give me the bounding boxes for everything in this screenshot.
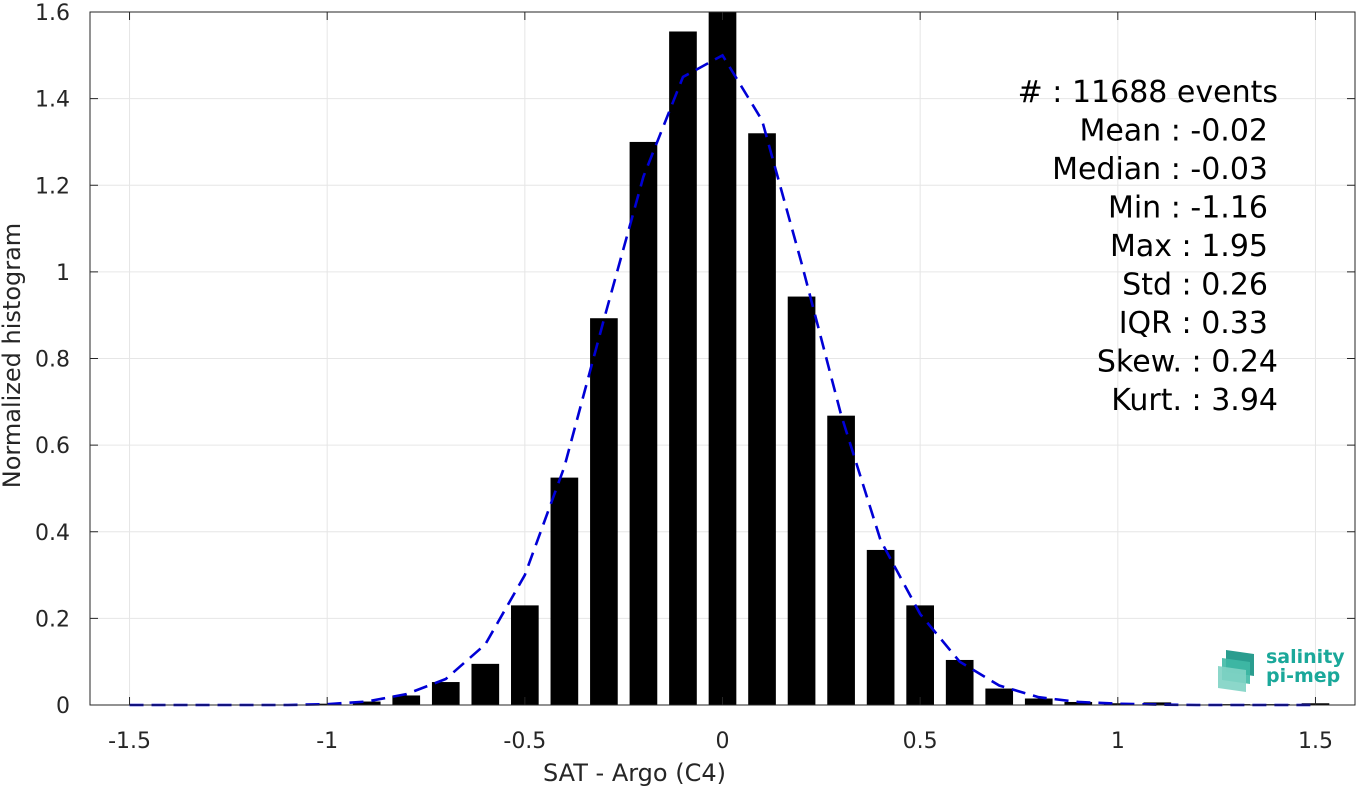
x-tick-label: -0.5 (503, 729, 546, 754)
axis-ticks (90, 11, 1355, 706)
y-axis-label: Normalized histogram (0, 223, 26, 488)
histogram-bar (906, 605, 934, 705)
stat-line: # : 11688 events (1018, 75, 1278, 110)
x-tick-label: 1 (1111, 729, 1125, 754)
x-tick-label: 0.5 (903, 729, 938, 754)
y-tick-label: 0.8 (35, 348, 70, 373)
y-tick-label: 1.6 (35, 1, 70, 26)
stat-line: Skew. : 0.24 (1097, 345, 1278, 380)
histogram-bars (313, 12, 1330, 706)
stat-line: Kurt. : 3.94 (1111, 383, 1278, 418)
histogram-bar (590, 318, 618, 705)
histogram-bar (1064, 701, 1093, 705)
histogram-bar (629, 141, 658, 705)
histogram-bar (748, 133, 776, 705)
histogram-bar (392, 695, 421, 705)
x-tick-label: -1 (316, 729, 338, 754)
fit-curve (129, 53, 1316, 707)
stat-line: Max : 1.95 (1110, 229, 1268, 264)
x-tick-label: 0 (716, 729, 730, 754)
histogram-bar (471, 663, 500, 705)
histogram-bar (511, 605, 539, 705)
waves-icon (1218, 650, 1254, 692)
stat-line: Min : -1.16 (1108, 191, 1268, 226)
y-tick-label: 0.4 (35, 521, 70, 546)
x-tick-label: -1.5 (108, 729, 151, 754)
histogram-bar (1024, 698, 1053, 705)
y-tick-label: 1.4 (35, 88, 70, 113)
histogram-bar (827, 415, 855, 705)
x-tick-labels: -1.5 -1 -0.5 0 0.5 1 1.5 (108, 729, 1333, 754)
salinity-pi-mep-logo: salinity pi-mep (1214, 646, 1345, 696)
histogram-bar (708, 12, 737, 705)
y-tick-label: 0.2 (35, 607, 70, 632)
y-tick-label: 1.2 (35, 174, 70, 199)
stat-line: Median : -0.03 (1052, 152, 1268, 187)
histogram-bar (431, 682, 460, 705)
histogram-bar (352, 701, 381, 705)
x-axis-label: SAT - Argo (C4) (543, 759, 726, 787)
y-tick-label: 0 (56, 694, 70, 719)
y-tick-label: 1 (56, 261, 70, 286)
logo-line2: pi-mep (1266, 665, 1341, 687)
stat-line: Mean : -0.02 (1079, 114, 1268, 149)
histogram-bar (985, 688, 1014, 705)
y-tick-label: 0.6 (35, 434, 70, 459)
histogram-bar (945, 659, 974, 705)
x-tick-label: 1.5 (1298, 729, 1333, 754)
histogram-bar (787, 296, 816, 705)
histogram-bar (550, 477, 579, 705)
stat-line: Std : 0.26 (1122, 268, 1268, 303)
stat-line: IQR : 0.33 (1119, 306, 1268, 341)
histogram-bar (1143, 702, 1172, 705)
histogram-bar (866, 549, 895, 705)
histogram-bar (669, 31, 697, 706)
logo-line1: salinity (1266, 646, 1345, 668)
y-tick-labels: 0 0.2 0.4 0.6 0.8 1 1.2 1.4 1.6 (35, 1, 70, 719)
